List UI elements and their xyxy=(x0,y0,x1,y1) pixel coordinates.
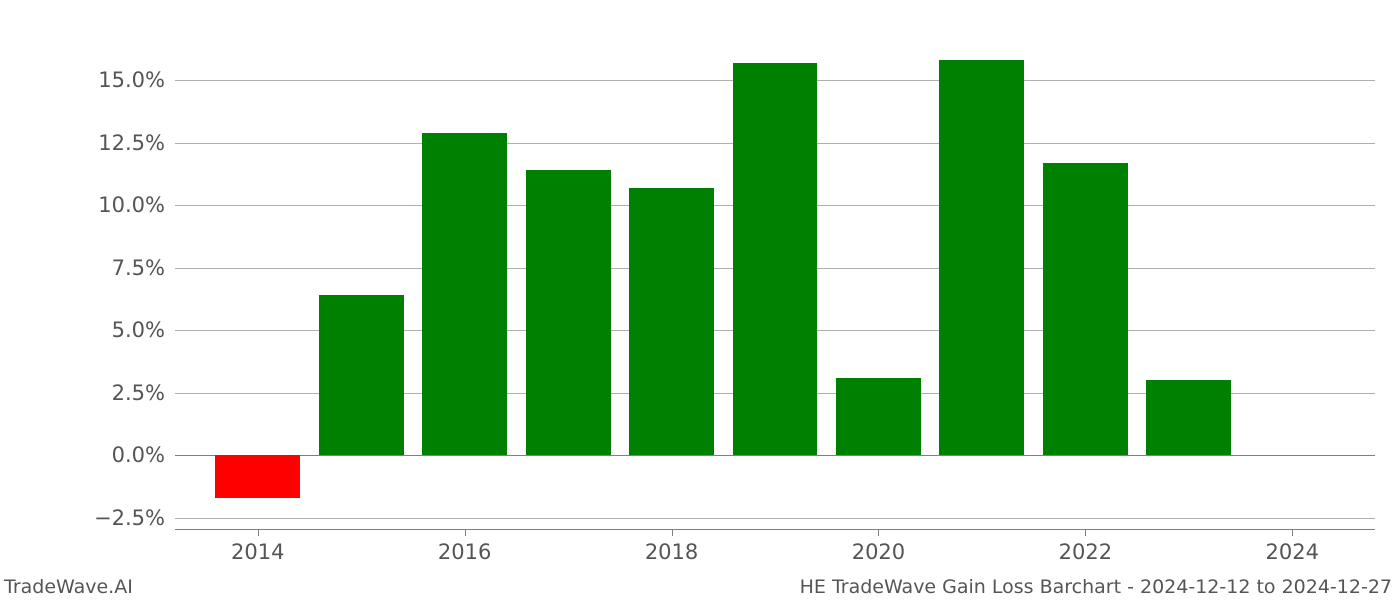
xtick-label: 2018 xyxy=(645,540,698,564)
bar xyxy=(422,133,507,456)
bar xyxy=(319,295,404,455)
xtick-label: 2022 xyxy=(1059,540,1112,564)
xtick-mark xyxy=(258,530,259,536)
bar xyxy=(526,170,611,455)
footer-left-brand: TradeWave.AI xyxy=(4,576,133,598)
gridline xyxy=(175,518,1375,519)
xtick-label: 2020 xyxy=(852,540,905,564)
bar xyxy=(836,378,921,456)
xtick-mark xyxy=(878,530,879,536)
bar xyxy=(939,60,1024,455)
xtick-label: 2024 xyxy=(1266,540,1319,564)
zero-line xyxy=(175,455,1375,456)
bar xyxy=(733,63,818,456)
xtick-mark xyxy=(1292,530,1293,536)
ytick-label: 0.0% xyxy=(112,443,165,467)
ytick-label: 7.5% xyxy=(112,256,165,280)
xtick-mark xyxy=(465,530,466,536)
xtick-mark xyxy=(672,530,673,536)
footer-right-caption: HE TradeWave Gain Loss Barchart - 2024-1… xyxy=(800,576,1392,598)
bar xyxy=(1043,163,1128,456)
ytick-label: −2.5% xyxy=(94,506,165,530)
ytick-label: 12.5% xyxy=(98,131,165,155)
ytick-label: 2.5% xyxy=(112,381,165,405)
bar xyxy=(629,188,714,456)
xtick-label: 2016 xyxy=(438,540,491,564)
ytick-label: 10.0% xyxy=(98,193,165,217)
xtick-mark xyxy=(1085,530,1086,536)
bar xyxy=(215,455,300,498)
chart-plot-area xyxy=(175,30,1375,530)
bar xyxy=(1146,380,1231,455)
ytick-label: 5.0% xyxy=(112,318,165,342)
xtick-label: 2014 xyxy=(231,540,284,564)
ytick-label: 15.0% xyxy=(98,68,165,92)
